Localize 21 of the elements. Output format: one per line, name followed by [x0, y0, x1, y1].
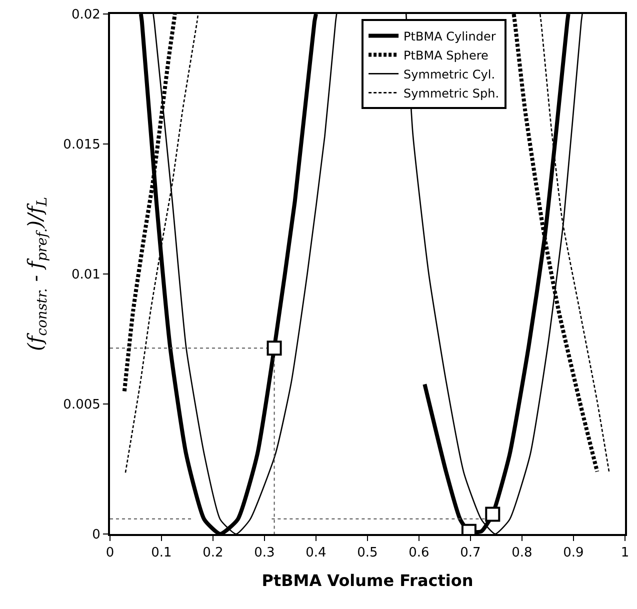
x-tick-label: 0.6 — [408, 546, 430, 561]
legend-label: PtBMA Cylinder — [404, 29, 496, 44]
x-tick-label: 0.1 — [151, 546, 172, 561]
legend-label: Symmetric Sph. — [404, 86, 500, 100]
x-axis-title: PtBMA Volume Fraction — [262, 570, 474, 590]
y-tick-label: 0.01 — [71, 268, 100, 283]
legend-label: Symmetric Cyl. — [404, 67, 496, 82]
x-tick-label: 0.3 — [254, 546, 275, 561]
x-tick-label: 0 — [106, 546, 114, 561]
x-tick-label: 0.9 — [563, 546, 584, 561]
x-tick-label: 1 — [620, 546, 630, 561]
y-tick-label: 0.02 — [71, 8, 100, 23]
legend-label: PtBMA Sphere — [404, 48, 488, 62]
y-tick-label: 0 — [92, 528, 100, 543]
y-tick-label: 0.005 — [63, 398, 100, 413]
y-tick-label: 0.015 — [63, 138, 100, 153]
x-tick-label: 0.4 — [306, 546, 326, 561]
x-tick-label: 0.8 — [512, 546, 532, 561]
x-tick-label: 0.5 — [357, 546, 378, 561]
x-tick-label: 0.7 — [460, 546, 481, 561]
x-tick-label: 0.2 — [202, 546, 224, 561]
